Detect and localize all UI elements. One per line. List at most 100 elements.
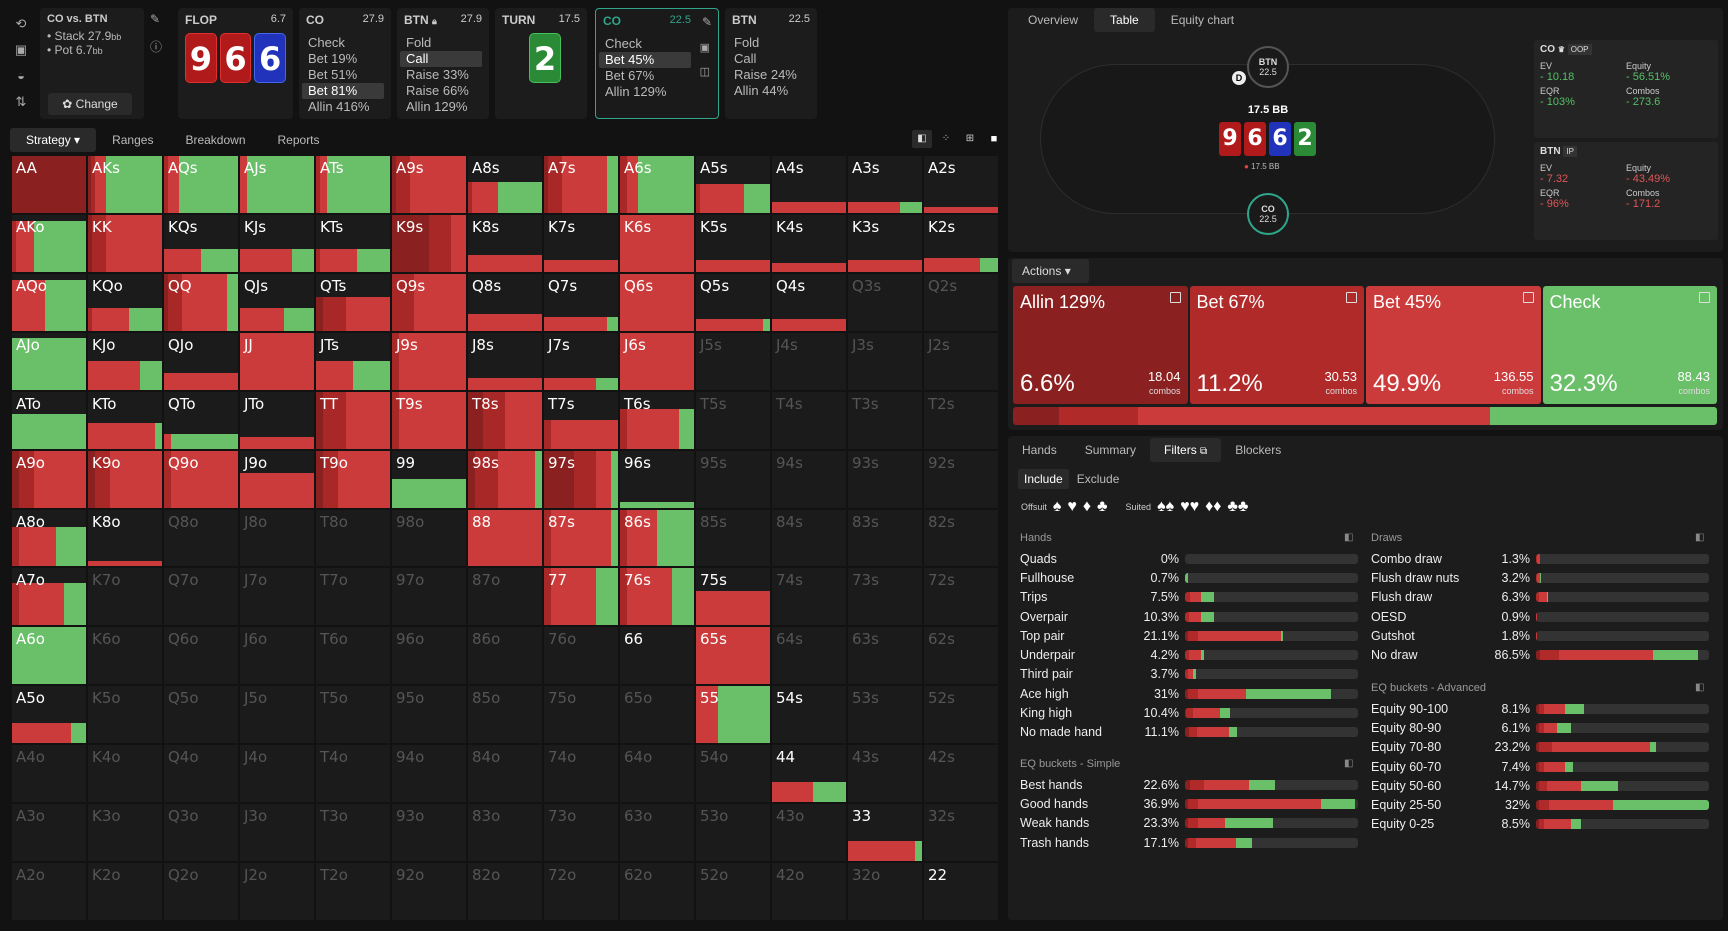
hand-cell-93s[interactable]: 93s — [848, 450, 922, 508]
hand-cell-J2o[interactable]: J2o — [240, 863, 314, 920]
hand-cell-K4o[interactable]: K4o — [88, 745, 162, 803]
hand-cell-T8s[interactable]: T8s — [468, 391, 542, 449]
hand-cell-T6s[interactable]: T6s — [620, 391, 694, 449]
hand-cell-QQ[interactable]: QQ — [164, 273, 238, 331]
table-icon[interactable] — [1169, 292, 1181, 303]
btn_node2-action-3[interactable]: Allin 44% — [734, 83, 789, 98]
hand-cell-Q3s[interactable]: Q3s — [848, 273, 922, 331]
hand-cell-64o[interactable]: 64o — [620, 745, 694, 803]
hand-cell-J9s[interactable]: J9s — [392, 332, 466, 390]
table-icon[interactable] — [1699, 292, 1710, 303]
co_node2-action-0[interactable]: Check — [605, 36, 642, 51]
hand-cell-92o[interactable]: 92o — [392, 863, 466, 920]
gamepad-icon[interactable]: ◒ — [17, 68, 25, 83]
hand-cell-KTo[interactable]: KTo — [88, 391, 162, 449]
hand-cell-AA[interactable]: AA — [12, 156, 86, 213]
hand-cell-96o[interactable]: 96o — [392, 627, 466, 685]
hand-cell-33[interactable]: 33 — [848, 804, 922, 862]
hand-cell-42s[interactable]: 42s — [924, 745, 998, 803]
hand-cell-97s[interactable]: 97s — [544, 450, 618, 508]
hand-cell-T2o[interactable]: T2o — [316, 863, 390, 920]
filter-row[interactable]: Fullhouse 0.7% — [1020, 568, 1358, 587]
table-icon[interactable] — [1346, 292, 1357, 303]
filter-row[interactable]: Combo draw 1.3% — [1371, 549, 1709, 568]
tab-equity-chart[interactable]: Equity chart — [1170, 13, 1235, 27]
hand-cell-J6s[interactable]: J6s — [620, 332, 694, 390]
collapse-icon[interactable]: ◧ — [1344, 532, 1354, 543]
hand-cell-K7s[interactable]: K7s — [544, 214, 618, 272]
hand-cell-JJ[interactable]: JJ — [240, 332, 314, 390]
hand-cell-J8s[interactable]: J8s — [468, 332, 542, 390]
hand-cell-Q2o[interactable]: Q2o — [164, 863, 238, 920]
hand-cell-Q5o[interactable]: Q5o — [164, 686, 238, 744]
hand-cell-J9o[interactable]: J9o — [240, 450, 314, 508]
hand-cell-Q9s[interactable]: Q9s — [392, 273, 466, 331]
hand-cell-74s[interactable]: 74s — [772, 568, 846, 626]
book-icon[interactable]: ◫ — [699, 66, 710, 78]
filter-row[interactable]: Best hands 22.6% — [1020, 775, 1358, 794]
collapse-icon[interactable]: ◧ — [1695, 682, 1705, 693]
tab-reports[interactable]: Reports — [277, 133, 320, 147]
diamond-icon[interactable]: ♦ — [1082, 498, 1092, 515]
edit-icon[interactable]: ✎ — [150, 12, 161, 26]
btn_node2-action-0[interactable]: Fold — [734, 35, 760, 50]
hand-cell-84s[interactable]: 84s — [772, 509, 846, 567]
hand-cell-K4s[interactable]: K4s — [772, 214, 846, 272]
filter-row[interactable]: No made hand 11.1% — [1020, 723, 1358, 742]
grid-small-icon[interactable]: ⁘ — [941, 133, 951, 144]
hand-cell-T7s[interactable]: T7s — [544, 391, 618, 449]
hand-cell-K3s[interactable]: K3s — [848, 214, 922, 272]
tab-breakdown[interactable]: Breakdown — [185, 133, 246, 147]
hand-cell-T3s[interactable]: T3s — [848, 391, 922, 449]
hand-cell-88[interactable]: 88 — [468, 509, 542, 567]
hand-cell-82s[interactable]: 82s — [924, 509, 998, 567]
co_node-action-0[interactable]: Check — [308, 35, 345, 50]
hand-cell-A6s[interactable]: A6s — [620, 156, 694, 213]
filter-row[interactable]: OESD 0.9% — [1371, 607, 1709, 626]
hand-cell-T5o[interactable]: T5o — [316, 686, 390, 744]
exclude-button[interactable]: Exclude — [1076, 472, 1120, 486]
co_node2-action-1[interactable]: Bet 45% — [599, 52, 691, 68]
hand-cell-J8o[interactable]: J8o — [240, 509, 314, 567]
hand-cell-83o[interactable]: 83o — [468, 804, 542, 862]
hand-cell-76s[interactable]: 76s — [620, 568, 694, 626]
hand-cell-72o[interactable]: 72o — [544, 863, 618, 920]
hand-cell-QTo[interactable]: QTo — [164, 391, 238, 449]
hand-cell-T4o[interactable]: T4o — [316, 745, 390, 803]
hand-cell-K9s[interactable]: K9s — [392, 214, 466, 272]
hand-cell-A7o[interactable]: A7o — [12, 568, 86, 626]
filter-row[interactable]: King high 10.4% — [1020, 703, 1358, 722]
hand-cell-J7s[interactable]: J7s — [544, 332, 618, 390]
actions-dropdown[interactable]: Actions ▾ — [1012, 259, 1089, 283]
hand-cell-Q2s[interactable]: Q2s — [924, 273, 998, 331]
hand-cell-KQs[interactable]: KQs — [164, 214, 238, 272]
hand-cell-95s[interactable]: 95s — [696, 450, 770, 508]
table-icon[interactable] — [1522, 292, 1534, 303]
hand-cell-98s[interactable]: 98s — [468, 450, 542, 508]
hand-cell-42o[interactable]: 42o — [772, 863, 846, 920]
hand-cell-A3s[interactable]: A3s — [848, 156, 922, 213]
hand-cell-Q6s[interactable]: Q6s — [620, 273, 694, 331]
hand-cell-99[interactable]: 99 — [392, 450, 466, 508]
hand-cell-K5o[interactable]: K5o — [88, 686, 162, 744]
co_node-action-1[interactable]: Bet 19% — [308, 51, 358, 66]
hand-cell-86s[interactable]: 86s — [620, 509, 694, 567]
heart-pair-icon[interactable]: ♥♥ — [1180, 498, 1200, 515]
filter-row[interactable]: Equity 50-60 14.7% — [1371, 776, 1709, 795]
hand-cell-KJs[interactable]: KJs — [240, 214, 314, 272]
filter-row[interactable]: Third pair 3.7% — [1020, 665, 1358, 684]
btn_node2-action-1[interactable]: Call — [734, 51, 757, 66]
hand-cell-KTs[interactable]: KTs — [316, 214, 390, 272]
hand-cell-55[interactable]: 55 — [696, 686, 770, 744]
filter-row[interactable]: Equity 70-80 23.2% — [1371, 738, 1709, 757]
info-icon[interactable]: ⓘ — [150, 40, 163, 54]
hand-cell-K6o[interactable]: K6o — [88, 627, 162, 685]
hand-cell-KK[interactable]: KK — [88, 214, 162, 272]
hand-cell-85s[interactable]: 85s — [696, 509, 770, 567]
filter-row[interactable]: Underpair 4.2% — [1020, 645, 1358, 664]
hand-cell-62s[interactable]: 62s — [924, 627, 998, 685]
hand-cell-K8s[interactable]: K8s — [468, 214, 542, 272]
hand-cell-KJo[interactable]: KJo — [88, 332, 162, 390]
tab-strategy[interactable]: Strategy ▾ — [10, 128, 97, 152]
hand-cell-Q5s[interactable]: Q5s — [696, 273, 770, 331]
